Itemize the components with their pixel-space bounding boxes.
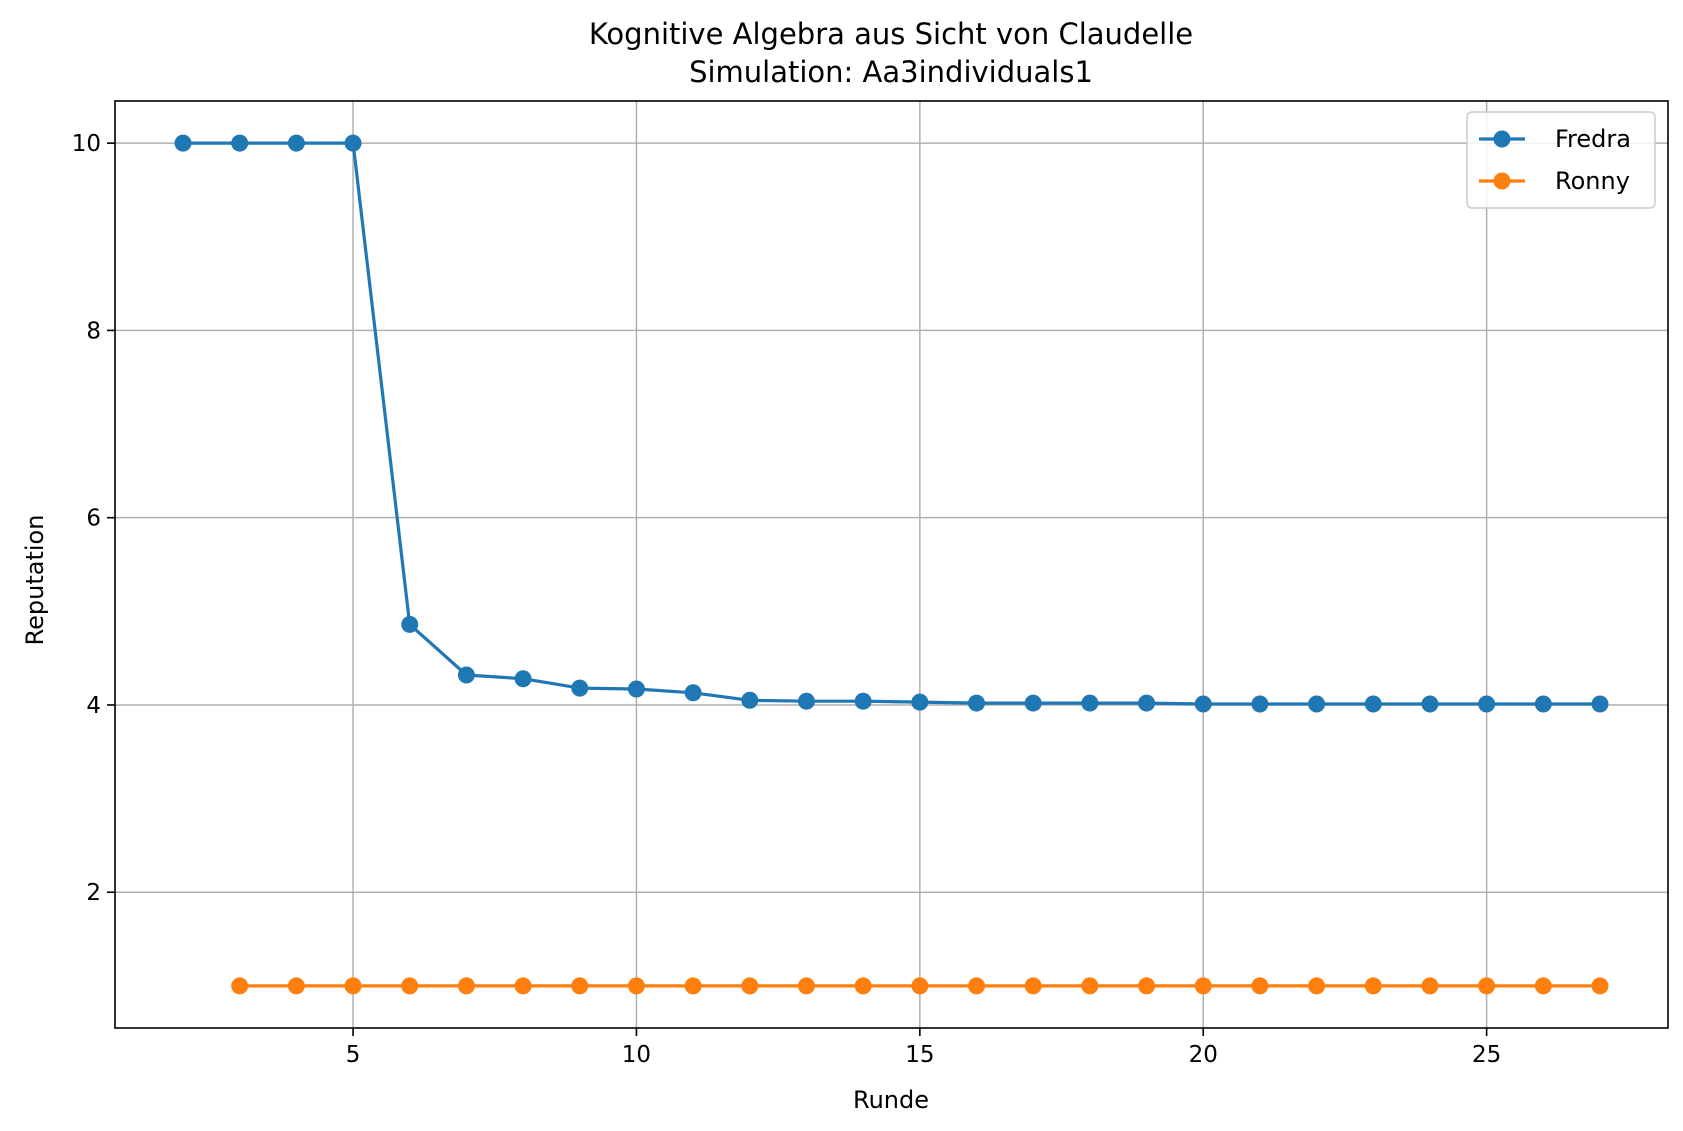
y-tick-label: 4	[86, 693, 101, 719]
data-point	[1478, 695, 1496, 713]
data-point	[1308, 695, 1326, 713]
data-point	[1138, 977, 1156, 995]
legend-marker	[1493, 130, 1511, 148]
data-point	[627, 977, 645, 995]
data-point	[1024, 694, 1042, 712]
series-fredra	[174, 134, 1609, 713]
x-tick-label: 15	[905, 1042, 934, 1068]
data-point	[1591, 977, 1609, 995]
series-layer	[174, 134, 1609, 995]
data-point	[627, 680, 645, 698]
series-ronny	[231, 977, 1609, 995]
legend-item-fredra: Fredra	[1479, 125, 1631, 153]
data-point	[741, 977, 759, 995]
data-point	[231, 134, 249, 152]
data-point	[344, 977, 362, 995]
data-point	[1364, 977, 1382, 995]
data-point	[514, 977, 532, 995]
data-point	[457, 666, 475, 684]
data-point	[911, 693, 929, 711]
data-point	[684, 684, 702, 702]
legend: Fredra Ronny	[1466, 111, 1656, 209]
data-point	[1534, 977, 1552, 995]
data-point	[571, 977, 589, 995]
grid	[115, 101, 1668, 1028]
data-point	[854, 692, 872, 710]
data-point	[1421, 977, 1439, 995]
x-tick-label: 5	[346, 1042, 361, 1068]
series-line-fredra	[183, 141, 1600, 706]
data-point	[401, 977, 419, 995]
x-tick-label: 25	[1472, 1042, 1501, 1068]
data-point	[1421, 695, 1439, 713]
data-point	[1138, 694, 1156, 712]
data-point	[1478, 977, 1496, 995]
y-tick-label: 8	[86, 318, 101, 344]
plot-frame	[114, 100, 1669, 1029]
data-point	[797, 977, 815, 995]
data-point	[344, 134, 362, 152]
data-point	[571, 679, 589, 697]
y-tick-label: 6	[86, 506, 101, 532]
x-tick-label: 20	[1189, 1042, 1218, 1068]
data-point	[231, 977, 249, 995]
legend-label: Fredra	[1555, 125, 1631, 153]
data-point	[287, 134, 305, 152]
data-point	[911, 977, 929, 995]
data-point	[968, 977, 986, 995]
data-point	[684, 977, 702, 995]
data-point	[514, 670, 532, 688]
chart-title: Kognitive Algebra aus Sicht von Claudell…	[589, 17, 1193, 51]
data-point	[1591, 695, 1609, 713]
data-point	[1081, 977, 1099, 995]
axis-ticks: 5 10 15 20 25 2 4 6 8 10	[72, 131, 1502, 1068]
data-point	[457, 977, 475, 995]
data-point	[287, 977, 305, 995]
data-point	[1194, 695, 1212, 713]
data-point	[1534, 695, 1552, 713]
data-point	[1251, 977, 1269, 995]
data-point	[741, 691, 759, 709]
data-point	[401, 615, 419, 633]
data-point	[1251, 695, 1269, 713]
x-tick-label: 10	[622, 1042, 651, 1068]
x-axis-label: Runde	[853, 1086, 929, 1114]
data-point	[1081, 694, 1099, 712]
data-point	[1308, 977, 1326, 995]
data-point	[174, 134, 192, 152]
legend-box	[1466, 111, 1656, 209]
data-point	[1364, 695, 1382, 713]
legend-item-ronny: Ronny	[1479, 167, 1630, 195]
chart-subtitle: Simulation: Aa3individuals1	[689, 55, 1093, 89]
data-point	[854, 977, 872, 995]
data-point	[1024, 977, 1042, 995]
data-point	[968, 694, 986, 712]
data-point	[797, 692, 815, 710]
legend-label: Ronny	[1555, 167, 1630, 195]
y-axis-label: Reputation	[21, 515, 49, 646]
data-point	[1194, 977, 1212, 995]
y-tick-label: 2	[86, 880, 101, 906]
legend-marker	[1493, 172, 1511, 190]
y-tick-label: 10	[72, 131, 101, 157]
